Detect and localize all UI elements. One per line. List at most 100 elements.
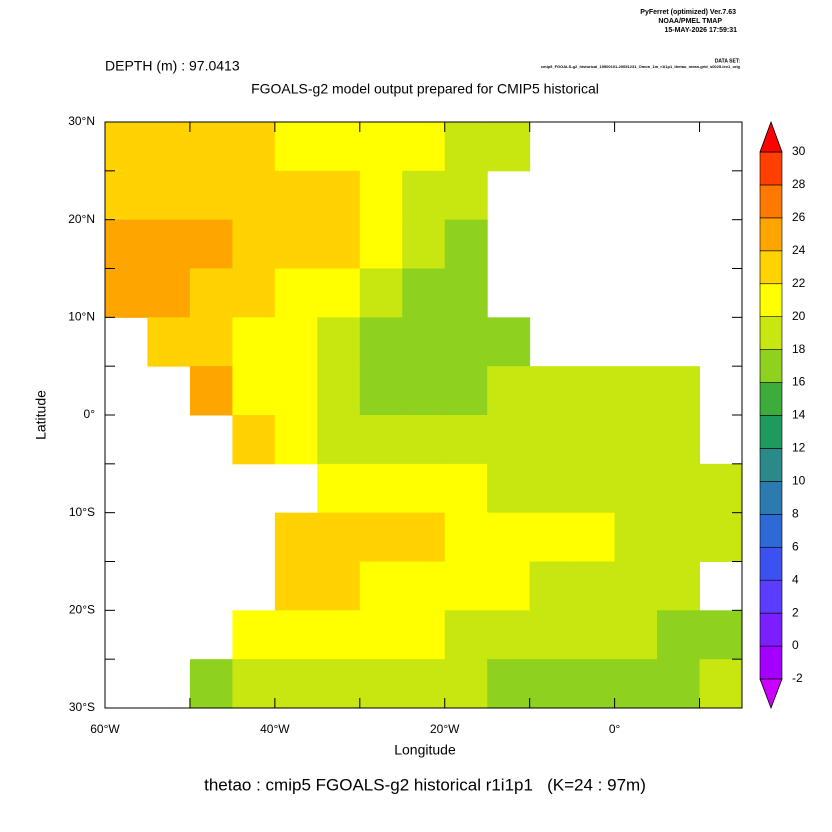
colorbar-label: -2: [792, 671, 803, 685]
map-cell: [487, 659, 531, 709]
map-cell: [274, 170, 318, 221]
map-cell: [274, 512, 318, 562]
map-cell: [359, 366, 403, 416]
map-cell: [529, 463, 573, 514]
colorbar-bin: [759, 448, 783, 482]
colorbar-bin: [759, 217, 783, 252]
map-cell: [359, 268, 403, 318]
lab-label: NOAA/PMEL TMAP: [658, 18, 722, 25]
map-cell: [105, 268, 148, 318]
map-cell: [189, 219, 233, 269]
map-cell: [317, 219, 361, 269]
y-axis-label: Latitude: [33, 390, 49, 440]
map-cell: [317, 415, 361, 465]
map-cell: [147, 122, 191, 172]
map-cells: [105, 122, 743, 709]
colorbar-under: [759, 678, 783, 710]
colorbar-bin: [759, 546, 783, 581]
map-cell: [189, 122, 233, 172]
map-cell: [317, 122, 361, 172]
map-cell: [572, 366, 616, 416]
map-cell: [657, 463, 701, 514]
map-cell: [189, 317, 233, 367]
map-cell: [572, 463, 616, 514]
map-cell: [444, 512, 488, 562]
colorbar-label: 24: [792, 243, 806, 257]
map-cell: [529, 512, 573, 562]
map-cell: [614, 512, 658, 562]
map-cell: [614, 366, 658, 416]
x-tick-label: 0°: [609, 722, 621, 736]
map-cell: [232, 219, 276, 269]
map-cell: [402, 610, 446, 660]
map-cell: [402, 659, 446, 709]
map-cell: [317, 463, 361, 514]
map-cell: [572, 561, 616, 611]
map-cell: [444, 415, 488, 465]
map-cell: [232, 659, 276, 709]
y-tick-label: 10°N: [68, 310, 95, 324]
colorbar-label: 4: [792, 572, 799, 586]
map-cell: [105, 219, 148, 269]
map-cell: [189, 170, 233, 221]
x-tick-label: 20°W: [430, 722, 460, 736]
map-cell: [105, 122, 148, 172]
colorbar-label: 26: [792, 210, 806, 224]
map-cell: [402, 122, 446, 172]
map-cell: [487, 610, 531, 660]
map-cell: [487, 122, 531, 172]
colorbar-label: 20: [792, 309, 806, 323]
x-tick-label: 60°W: [90, 722, 120, 736]
map-cell: [402, 463, 446, 514]
map-cell: [189, 366, 233, 416]
y-tick-label: 0°: [84, 407, 96, 421]
map-cell: [487, 561, 531, 611]
map-cell: [189, 268, 233, 318]
map-cell: [487, 512, 531, 562]
colorbar-label: 22: [792, 276, 806, 290]
map-cell: [232, 366, 276, 416]
dataset-name: cmip5_FGOALS-g2_historical_19500101-2005…: [541, 64, 741, 69]
colorbar-over: [759, 120, 783, 153]
map-cell: [317, 268, 361, 318]
colorbar-bin: [759, 382, 783, 416]
colorbar-label: 8: [792, 506, 799, 520]
map-cell: [402, 268, 446, 318]
map-cell: [529, 415, 573, 465]
map-cell: [274, 610, 318, 660]
x-axis-label: Longitude: [394, 742, 456, 758]
map-cell: [402, 170, 446, 221]
map-cell: [487, 366, 531, 416]
map-cell: [444, 366, 488, 416]
colorbar-bin: [759, 415, 783, 449]
depth-label: DEPTH (m) : 97.0413: [105, 58, 240, 74]
map-cell: [572, 415, 616, 465]
map-cell: [317, 170, 361, 221]
map-cell: [274, 268, 318, 318]
map-cell: [147, 219, 191, 269]
map-cell: [614, 561, 658, 611]
map-cell: [274, 659, 318, 709]
map-cell: [572, 659, 616, 709]
colorbar-bin: [759, 250, 783, 285]
map-cell: [274, 366, 318, 416]
map-cell: [317, 512, 361, 562]
map-cell: [232, 122, 276, 172]
map-cell: [317, 366, 361, 416]
colorbar-bin: [759, 481, 783, 515]
map-cell: [274, 219, 318, 269]
map-cell: [274, 122, 318, 172]
map-cell: [487, 463, 531, 514]
y-tick-label: 20°N: [68, 212, 95, 226]
colorbar-label: 10: [792, 474, 806, 488]
map-cell: [274, 415, 318, 465]
map-cell: [699, 610, 743, 660]
map-cell: [614, 415, 658, 465]
colorbar-label: 18: [792, 342, 806, 356]
colorbar-label: 30: [792, 144, 806, 158]
map-cell: [529, 659, 573, 709]
map-cell: [572, 610, 616, 660]
map-cell: [657, 366, 701, 416]
map-cell: [274, 317, 318, 367]
